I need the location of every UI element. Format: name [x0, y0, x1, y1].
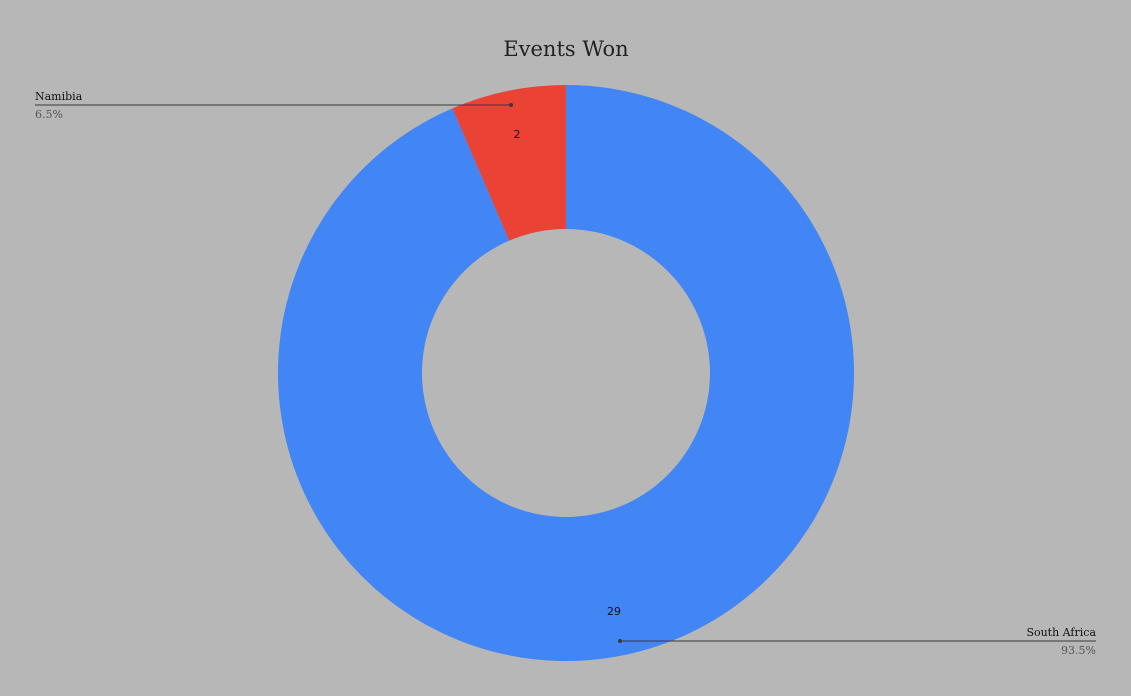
leader-dot-namibia [509, 103, 513, 107]
percent-label-namibia: 6.5% [35, 108, 63, 121]
percent-label-south-africa: 93.5% [1061, 644, 1096, 657]
labels-group: 29 South Africa 93.5% 2 Namibia 6.5% [35, 90, 1096, 657]
category-label-namibia: Namibia [35, 90, 83, 103]
leader-dot-south-africa [618, 639, 622, 643]
category-label-south-africa: South Africa [1026, 626, 1096, 639]
chart-title: Events Won [503, 37, 628, 61]
slices-group [277, 85, 854, 661]
slice-south-africa[interactable] [277, 85, 854, 661]
value-label-namibia: 2 [514, 128, 521, 141]
slice-namibia[interactable] [452, 85, 566, 241]
value-label-south-africa: 29 [607, 605, 621, 618]
